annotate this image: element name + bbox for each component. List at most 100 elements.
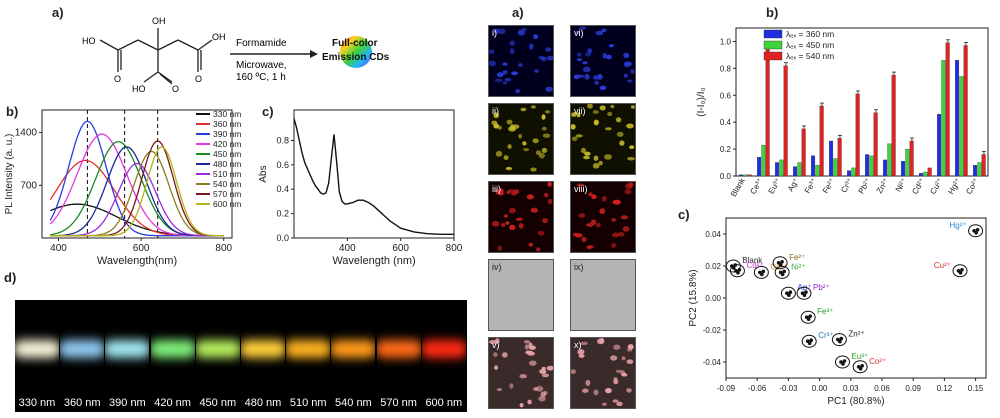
cells-image xyxy=(571,338,634,407)
legend-label: 540 nm xyxy=(213,179,241,189)
point-label: Fe²⁺ xyxy=(789,253,805,262)
cell xyxy=(627,79,633,83)
cell xyxy=(523,148,530,152)
bar xyxy=(793,166,798,177)
cell xyxy=(515,217,523,221)
cell xyxy=(617,231,625,237)
cell xyxy=(528,342,533,348)
microscopy-panel: x) xyxy=(570,337,636,409)
data-point xyxy=(975,228,980,232)
microscopy-panel-label: i) xyxy=(492,28,497,38)
bar xyxy=(783,65,788,177)
confidence-ellipse xyxy=(780,286,796,300)
cell xyxy=(518,133,523,139)
series-line xyxy=(50,146,224,237)
bar xyxy=(963,45,968,177)
data-point xyxy=(860,364,864,368)
cell xyxy=(518,63,523,67)
x-axis-label: Wavelength (nm) xyxy=(332,255,415,267)
cell xyxy=(586,223,591,227)
cell xyxy=(593,155,599,161)
cell xyxy=(546,365,553,371)
cell xyxy=(489,60,496,67)
pl-spectra-chart: 400 600 800 700 1400 Wavelength(nm) PL Intensi… xyxy=(4,109,241,267)
cell xyxy=(504,78,512,82)
cell xyxy=(606,54,612,60)
cell xyxy=(541,147,548,153)
cells-image xyxy=(489,27,553,94)
cell xyxy=(522,141,527,146)
x-tick-label: -0.03 xyxy=(779,384,798,393)
cell xyxy=(580,147,587,154)
data-point xyxy=(838,339,842,344)
cell xyxy=(491,120,498,126)
data-point xyxy=(842,359,847,363)
glow-band xyxy=(15,340,59,358)
confidence-ellipse xyxy=(796,286,812,300)
glow-band xyxy=(105,340,150,358)
cell xyxy=(582,61,588,65)
bar xyxy=(941,60,946,177)
cell xyxy=(541,373,550,378)
cell xyxy=(571,369,576,374)
photo-wavelength-label: 480 nm xyxy=(244,397,282,409)
cell xyxy=(627,156,635,161)
cells-image xyxy=(571,104,635,169)
panel-label-a-left: a) xyxy=(52,5,64,20)
data-point xyxy=(760,272,764,277)
cells-image xyxy=(573,26,635,90)
cells-image xyxy=(492,182,553,252)
cell xyxy=(616,401,623,407)
bar xyxy=(775,162,780,177)
x-tick-label: 800 xyxy=(446,243,463,254)
cell xyxy=(512,189,520,195)
x-tick-label: 600 xyxy=(133,243,150,254)
microscopy-panel-label: x) xyxy=(574,340,582,350)
data-point xyxy=(858,367,863,371)
atom-label: HO xyxy=(132,84,146,94)
bar xyxy=(865,154,870,177)
bar xyxy=(811,155,816,177)
cell xyxy=(624,189,632,195)
bar xyxy=(869,155,874,177)
cell xyxy=(592,110,599,114)
microscopy-panel: iii) xyxy=(488,181,554,253)
cell xyxy=(598,160,603,166)
category-label: Ni²⁺ xyxy=(894,177,909,194)
cell xyxy=(576,112,581,118)
y-tick-label: 1400 xyxy=(15,128,38,139)
cell xyxy=(582,388,589,393)
point-label: Pb²⁺ xyxy=(813,283,830,292)
fluorescence-photo: 600 nm xyxy=(421,300,466,412)
atom-label: OH xyxy=(212,32,226,42)
microscopy-panel-label: ix) xyxy=(574,262,584,272)
cell xyxy=(509,383,514,389)
series-line xyxy=(50,140,224,237)
microscopy-panel: vii) xyxy=(570,103,636,175)
cell xyxy=(620,215,628,220)
bar xyxy=(847,170,852,177)
bar xyxy=(855,93,860,177)
cell xyxy=(529,43,534,50)
cell xyxy=(536,247,541,252)
y-tick-label: 0.8 xyxy=(720,64,732,73)
y-tick-label: 0.6 xyxy=(276,160,289,170)
fluorescence-photo: 390 nm xyxy=(105,300,150,412)
y-tick-label: 0.4 xyxy=(276,184,289,194)
cell xyxy=(605,387,612,394)
data-point xyxy=(778,263,783,267)
data-point xyxy=(737,268,742,272)
fluorescence-photo: 570 nm xyxy=(376,300,421,412)
cell xyxy=(599,338,605,344)
cell xyxy=(545,47,552,52)
bar xyxy=(765,49,770,177)
glow-band xyxy=(331,340,376,358)
point-label: Cu²⁺ xyxy=(934,261,951,270)
cell xyxy=(611,242,616,248)
photo-wavelength-label: 600 nm xyxy=(425,397,463,409)
cell xyxy=(581,236,587,242)
microscopy-grid: i) vi) ii) vii) iii) viii) iv) ix) v) x) xyxy=(488,25,638,415)
y-tick-label: 0.8 xyxy=(276,135,289,145)
atom-label: O xyxy=(172,84,179,94)
cell xyxy=(543,192,549,198)
